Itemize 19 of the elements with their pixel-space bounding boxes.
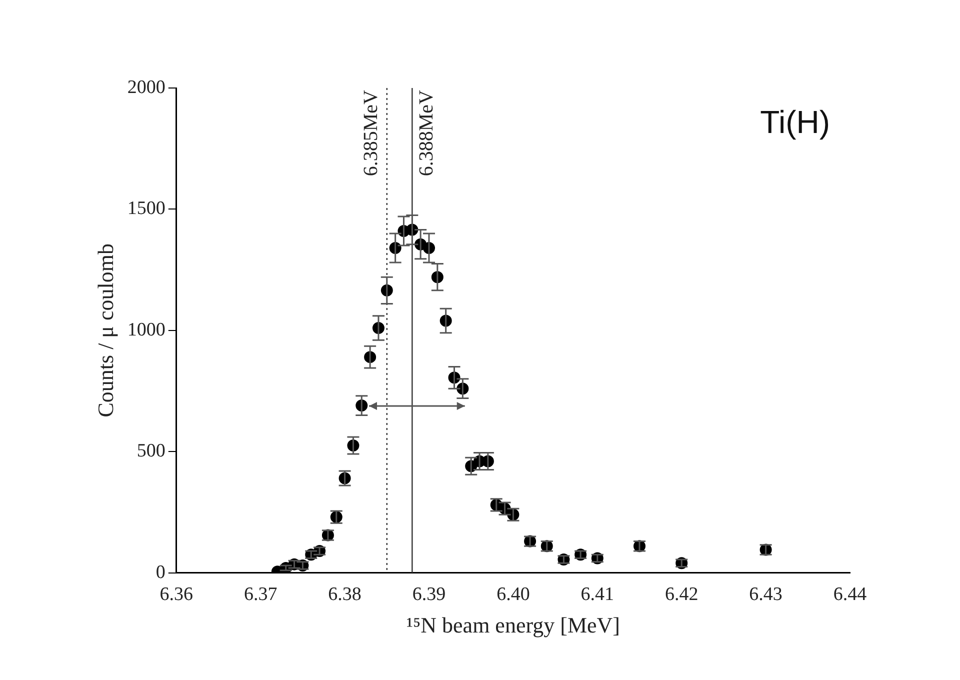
y-axis-title: Counts / μ coulomb	[92, 244, 118, 418]
y-tick-label: 1500	[127, 198, 166, 220]
y-tick-label: 1000	[127, 319, 166, 340]
x-tick-label: 6.44	[833, 584, 868, 606]
x-tick-label: 6.37	[244, 584, 278, 606]
x-axis-title: ¹⁵N beam energy [MeV]	[406, 612, 620, 638]
y-tick-label: 500	[136, 440, 166, 462]
x-tick-label: 6.36	[160, 584, 194, 606]
y-tick-label: 0	[156, 562, 166, 583]
ref-line-label: 6.385MeV	[360, 89, 382, 176]
x-tick-label: 6.41	[580, 584, 614, 606]
x-tick-label: 6.38	[328, 584, 362, 606]
x-tick-label: 6.42	[664, 584, 698, 606]
y-tick-label: 2000	[127, 76, 166, 98]
x-tick-label: 6.40	[496, 584, 530, 606]
ref-line-label: 6.388MeV	[415, 89, 438, 176]
x-tick-label: 6.39	[412, 584, 446, 606]
annotation: Ti(H)	[760, 104, 830, 140]
x-tick-label: 6.43	[749, 584, 782, 606]
